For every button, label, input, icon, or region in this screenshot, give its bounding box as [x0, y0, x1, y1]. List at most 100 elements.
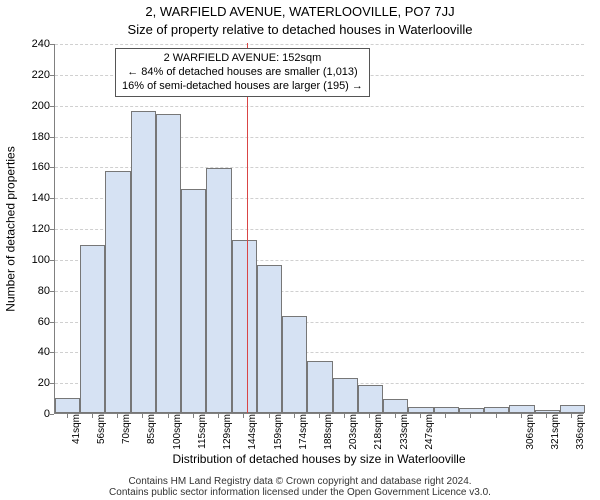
y-tick-label: 40 — [20, 346, 50, 358]
y-tick-mark — [50, 75, 54, 76]
y-tick-mark — [50, 260, 54, 261]
callout-box: 2 WARFIELD AVENUE: 152sqm← 84% of detach… — [115, 48, 370, 97]
y-tick-mark — [50, 198, 54, 199]
x-tick-mark — [546, 414, 547, 418]
histogram-bar — [434, 407, 459, 413]
footer-attribution: Contains HM Land Registry data © Crown c… — [0, 476, 600, 498]
histogram-bar — [484, 407, 509, 413]
x-tick-mark — [117, 414, 118, 418]
x-tick-mark — [344, 414, 345, 418]
histogram-bar — [105, 171, 130, 413]
grid-line — [55, 44, 584, 45]
histogram-bar — [131, 111, 156, 413]
y-tick-mark — [50, 44, 54, 45]
histogram-bar — [156, 114, 181, 413]
x-tick-mark — [92, 414, 93, 418]
x-tick-label: 56sqm — [96, 414, 107, 454]
x-tick-label: 159sqm — [273, 414, 284, 454]
x-tick-label: 218sqm — [373, 414, 384, 454]
grid-line — [55, 106, 584, 107]
callout-line-1: 2 WARFIELD AVENUE: 152sqm — [122, 52, 363, 66]
histogram-bar — [307, 361, 332, 413]
y-tick-mark — [50, 167, 54, 168]
x-tick-mark — [193, 414, 194, 418]
chart-title-line-1: 2, WARFIELD AVENUE, WATERLOOVILLE, PO7 7… — [0, 4, 600, 19]
y-tick-label: 200 — [20, 100, 50, 112]
y-tick-mark — [50, 106, 54, 107]
histogram-bar — [282, 316, 307, 413]
x-tick-label: 233sqm — [399, 414, 410, 454]
chart-root: 2, WARFIELD AVENUE, WATERLOOVILLE, PO7 7… — [0, 0, 600, 500]
reference-line — [247, 43, 248, 413]
x-tick-label: 336sqm — [575, 414, 586, 454]
plot-area: 2 WARFIELD AVENUE: 152sqm← 84% of detach… — [54, 44, 584, 414]
x-tick-mark — [269, 414, 270, 418]
x-tick-mark — [420, 414, 421, 418]
y-tick-label: 160 — [20, 161, 50, 173]
x-tick-label: 115sqm — [197, 414, 208, 454]
y-tick-mark — [50, 322, 54, 323]
x-tick-mark — [395, 414, 396, 418]
y-axis-label: Number of detached properties — [4, 44, 18, 414]
x-axis-label: Distribution of detached houses by size … — [54, 452, 584, 466]
histogram-bar — [560, 405, 585, 413]
histogram-bar — [358, 385, 383, 413]
histogram-bar — [206, 168, 231, 413]
y-tick-label: 240 — [20, 38, 50, 50]
histogram-bar — [257, 265, 282, 413]
x-tick-mark — [571, 414, 572, 418]
x-tick-mark — [142, 414, 143, 418]
x-tick-label: 41sqm — [71, 414, 82, 454]
y-tick-mark — [50, 383, 54, 384]
x-tick-label: 188sqm — [323, 414, 334, 454]
y-tick-label: 60 — [20, 316, 50, 328]
x-tick-mark — [294, 414, 295, 418]
chart-title-line-2: Size of property relative to detached ho… — [0, 22, 600, 37]
x-tick-mark — [445, 414, 446, 418]
callout-line-2: ← 84% of detached houses are smaller (1,… — [122, 66, 363, 80]
histogram-bar — [383, 399, 408, 413]
x-tick-mark — [168, 414, 169, 418]
x-tick-label: 247sqm — [424, 414, 435, 454]
y-tick-label: 140 — [20, 192, 50, 204]
x-tick-mark — [319, 414, 320, 418]
y-tick-label: 80 — [20, 285, 50, 297]
y-tick-mark — [50, 291, 54, 292]
x-tick-label: 144sqm — [247, 414, 258, 454]
y-tick-label: 220 — [20, 69, 50, 81]
x-tick-mark — [496, 414, 497, 418]
x-tick-label: 85sqm — [146, 414, 157, 454]
y-tick-mark — [50, 137, 54, 138]
x-tick-label: 321sqm — [550, 414, 561, 454]
histogram-bar — [80, 245, 105, 413]
histogram-bar — [459, 408, 484, 413]
y-tick-label: 0 — [20, 408, 50, 420]
histogram-bar — [181, 189, 206, 413]
y-tick-mark — [50, 229, 54, 230]
x-tick-mark — [521, 414, 522, 418]
x-tick-label: 100sqm — [172, 414, 183, 454]
histogram-bar — [509, 405, 534, 413]
histogram-bar — [232, 240, 257, 413]
x-tick-mark — [243, 414, 244, 418]
x-tick-label: 174sqm — [298, 414, 309, 454]
y-tick-label: 120 — [20, 223, 50, 235]
footer-line-1: Contains HM Land Registry data © Crown c… — [0, 476, 600, 487]
x-tick-label: 203sqm — [348, 414, 359, 454]
x-tick-mark — [369, 414, 370, 418]
y-tick-mark — [50, 414, 54, 415]
y-tick-label: 20 — [20, 377, 50, 389]
histogram-bar — [535, 410, 560, 413]
y-tick-label: 180 — [20, 131, 50, 143]
histogram-bar — [333, 378, 358, 413]
footer-line-2: Contains public sector information licen… — [0, 487, 600, 498]
x-tick-label: 306sqm — [525, 414, 536, 454]
x-tick-mark — [67, 414, 68, 418]
y-tick-mark — [50, 352, 54, 353]
x-tick-label: 70sqm — [121, 414, 132, 454]
x-tick-mark — [470, 414, 471, 418]
histogram-bar — [408, 407, 433, 413]
callout-line-3: 16% of semi-detached houses are larger (… — [122, 80, 363, 94]
y-tick-label: 100 — [20, 254, 50, 266]
histogram-bar — [55, 398, 80, 413]
